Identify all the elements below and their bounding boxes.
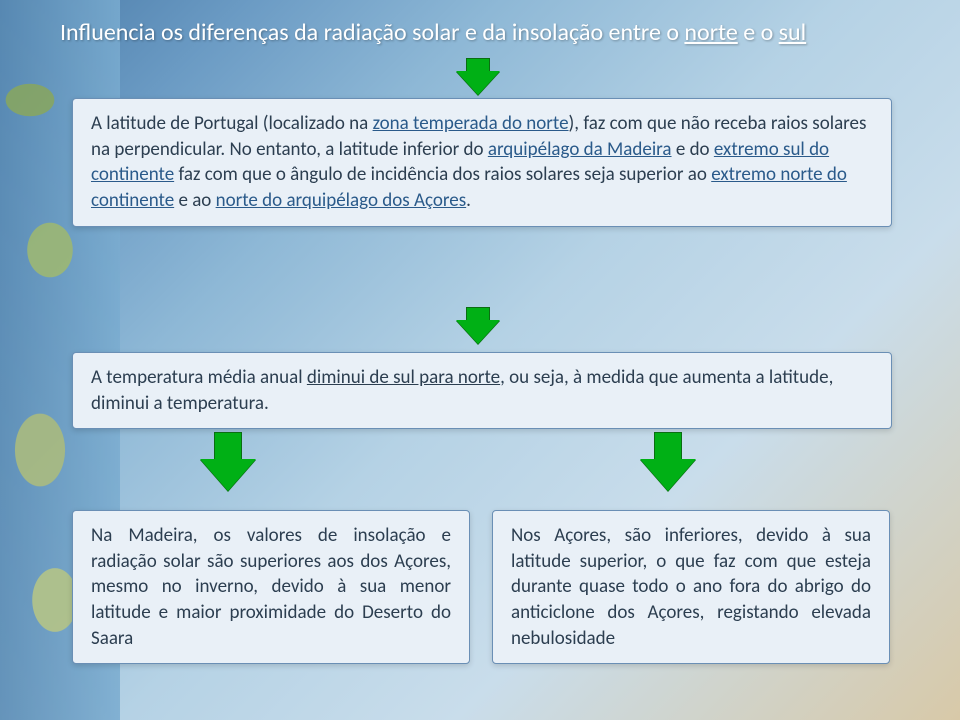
content-box-1: A latitude de Portugal (localizado na zo… <box>72 98 892 227</box>
slide: Influencia os diferenças da radiação sol… <box>0 0 960 720</box>
slide-title: Influencia os diferenças da radiação sol… <box>60 18 900 47</box>
content-box-2: A temperatura média anual diminui de sul… <box>72 352 892 429</box>
content-box-4: Nos Açores, são inferiores, devido à sua… <box>492 510 890 664</box>
content-box-3: Na Madeira, os valores de insolação e ra… <box>72 510 470 664</box>
